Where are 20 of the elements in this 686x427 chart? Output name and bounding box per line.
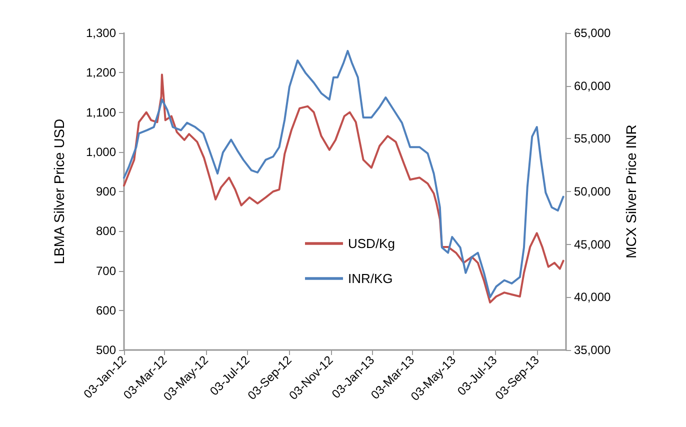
y-tick-label: 900: [96, 184, 116, 198]
legend-label: INR/KG: [348, 271, 393, 286]
y2-tick-label: 65,000: [574, 26, 612, 40]
y2-tick-label: 55,000: [574, 132, 612, 146]
y-tick-label: 1,200: [86, 66, 116, 80]
y-tick-label: 1,300: [86, 26, 116, 40]
y-tick-label: 800: [96, 224, 116, 238]
y-tick-label: 1,100: [86, 105, 116, 120]
y2-tick-label: 40,000: [574, 290, 612, 304]
y-axis-title: LBMA Silver Price USD: [51, 118, 67, 264]
y-tick-label: 600: [96, 303, 116, 318]
legend-label: USD/Kg: [348, 236, 395, 251]
y2-tick-label: 60,000: [574, 78, 612, 93]
y2-tick-label: 45,000: [574, 237, 612, 252]
y-tick-label: 500: [96, 343, 116, 357]
y-tick-label: 1,000: [86, 144, 116, 159]
y2-tick-label: 50,000: [574, 184, 612, 198]
y2-axis-title: MCX Silver Price INR: [623, 124, 639, 258]
y-tick-label: 700: [96, 264, 116, 278]
y2-tick-label: 35,000: [574, 343, 612, 357]
